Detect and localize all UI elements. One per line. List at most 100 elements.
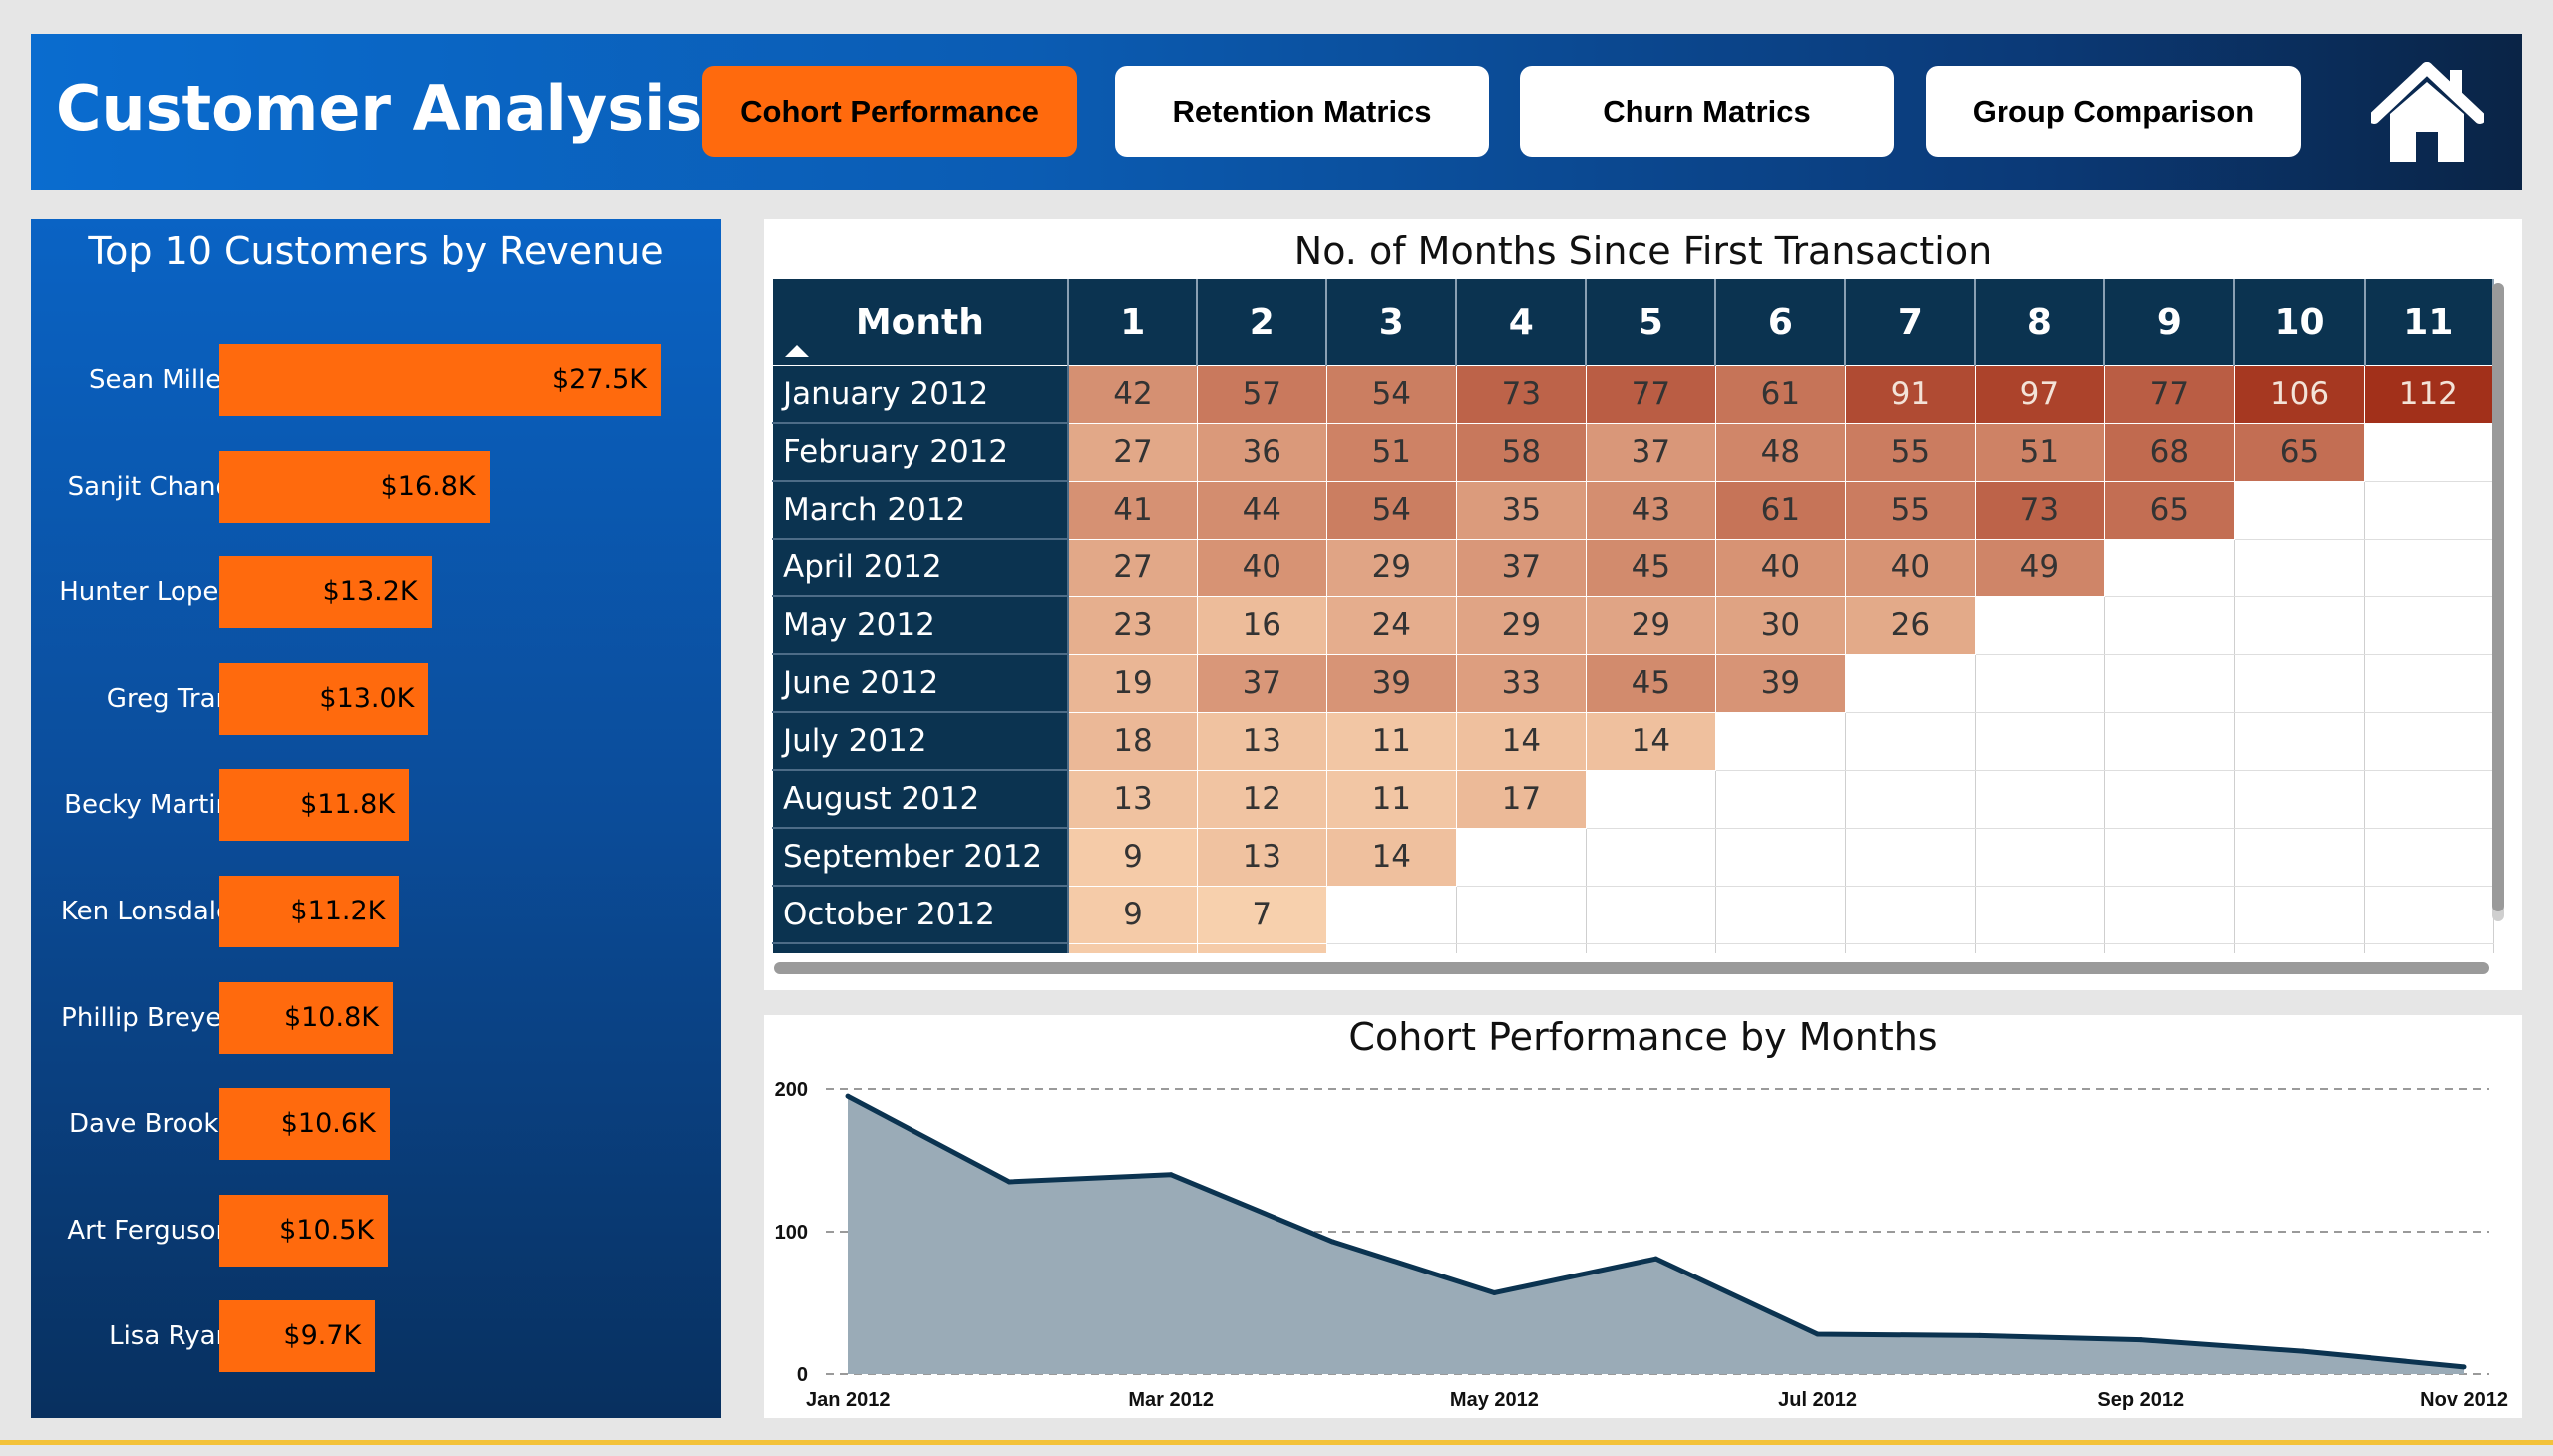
cohort-cell[interactable]: 41 xyxy=(1067,480,1198,540)
cohort-month-label[interactable]: April 2012 xyxy=(772,538,1070,597)
customer-revenue-bar[interactable]: $10.5K xyxy=(219,1194,389,1267)
matrix-vertical-scroll-thumb[interactable] xyxy=(2492,283,2504,911)
cohort-cell[interactable]: 68 xyxy=(2103,422,2235,482)
cohort-cell[interactable]: 97 xyxy=(1974,365,2105,424)
cohort-cell[interactable]: 39 xyxy=(1714,653,1846,713)
nav-group-comparison-button[interactable]: Group Comparison xyxy=(1926,66,2301,157)
data-point[interactable] xyxy=(845,1093,851,1099)
cohort-month-label[interactable]: July 2012 xyxy=(772,711,1070,771)
cohort-cell[interactable]: 29 xyxy=(1325,538,1457,597)
matrix-horizontal-scrollbar[interactable] xyxy=(774,962,2489,974)
cohort-cell[interactable]: 45 xyxy=(1585,538,1716,597)
data-point[interactable] xyxy=(1815,1331,1821,1337)
month-offset-header[interactable]: 5 xyxy=(1586,279,1717,366)
data-point[interactable] xyxy=(2300,1348,2306,1354)
customer-bar-row[interactable]: Ken Lonsdale $11.2K xyxy=(31,876,721,947)
cohort-cell[interactable]: 24 xyxy=(1325,595,1457,655)
cohort-cell[interactable]: 91 xyxy=(1844,365,1976,424)
cohort-cell[interactable]: 40 xyxy=(1844,538,1976,597)
customer-revenue-bar[interactable]: $11.8K xyxy=(219,769,410,842)
month-offset-header[interactable]: 8 xyxy=(1975,279,2106,366)
customer-bar-row[interactable]: Greg Tran $13.0K xyxy=(31,662,721,735)
cohort-month-label[interactable]: October 2012 xyxy=(772,885,1070,944)
cohort-cell[interactable]: 19 xyxy=(1067,653,1198,713)
data-point[interactable] xyxy=(1006,1179,1012,1185)
customer-revenue-bar[interactable]: $16.8K xyxy=(219,450,490,523)
cohort-cell[interactable]: 61 xyxy=(1714,365,1846,424)
cohort-cell[interactable]: 39 xyxy=(1325,653,1457,713)
cohort-cell[interactable]: 9 xyxy=(1067,885,1198,944)
cohort-cell[interactable]: 106 xyxy=(2233,365,2366,424)
cohort-cell[interactable]: 73 xyxy=(1974,480,2105,540)
cohort-cell[interactable]: 77 xyxy=(1585,365,1716,424)
data-point[interactable] xyxy=(1977,1332,1983,1338)
cohort-cell[interactable]: 27 xyxy=(1067,538,1198,597)
cohort-cell[interactable]: 65 xyxy=(2233,422,2366,482)
cohort-cell[interactable]: 11 xyxy=(1325,769,1457,829)
cohort-cell[interactable]: 37 xyxy=(1455,538,1587,597)
cohort-month-label[interactable]: February 2012 xyxy=(772,422,1070,482)
month-offset-header[interactable]: 10 xyxy=(2234,279,2366,366)
cohort-cell[interactable]: 54 xyxy=(1325,480,1457,540)
cohort-cell[interactable]: 13 xyxy=(1067,769,1198,829)
cohort-cell[interactable]: 26 xyxy=(1844,595,1976,655)
cohort-cell[interactable]: 61 xyxy=(1714,480,1846,540)
customer-revenue-bar[interactable]: $10.8K xyxy=(219,981,393,1054)
month-offset-header[interactable]: 3 xyxy=(1326,279,1458,366)
cohort-cell[interactable]: 48 xyxy=(1714,422,1846,482)
cohort-cell[interactable]: 43 xyxy=(1585,480,1716,540)
cohort-cell[interactable]: 13 xyxy=(1196,827,1327,887)
cohort-cell[interactable]: 12 xyxy=(1196,769,1327,829)
month-offset-header[interactable]: 1 xyxy=(1068,279,1199,366)
customer-revenue-bar[interactable]: $11.2K xyxy=(219,876,400,947)
cohort-cell[interactable]: 13 xyxy=(1196,711,1327,771)
cohort-cell[interactable]: 11 xyxy=(1325,711,1457,771)
cohort-cell[interactable]: 55 xyxy=(1844,480,1976,540)
cohort-month-label[interactable]: August 2012 xyxy=(772,769,1070,829)
cohort-cell[interactable]: 17 xyxy=(1455,769,1587,829)
cohort-cell[interactable]: 57 xyxy=(1196,365,1327,424)
cohort-cell[interactable]: 49 xyxy=(1974,538,2105,597)
cohort-cell[interactable]: 65 xyxy=(2103,480,2235,540)
cohort-cell[interactable]: 51 xyxy=(1325,422,1457,482)
cohort-month-label[interactable]: May 2012 xyxy=(772,595,1070,655)
cohort-month-label[interactable]: January 2012 xyxy=(772,365,1070,424)
data-point[interactable] xyxy=(2138,1337,2144,1343)
month-offset-header[interactable]: 4 xyxy=(1456,279,1588,366)
cohort-cell[interactable]: 37 xyxy=(1196,653,1327,713)
nav-cohort-performance-button[interactable]: Cohort Performance xyxy=(702,66,1077,157)
cohort-cell[interactable]: 35 xyxy=(1455,480,1587,540)
customer-revenue-bar[interactable]: $9.7K xyxy=(219,1300,376,1373)
customer-bar-row[interactable]: Lisa Ryan $9.7K xyxy=(31,1300,721,1373)
cohort-cell[interactable]: 16 xyxy=(1196,595,1327,655)
cohort-cell[interactable]: 73 xyxy=(1455,365,1587,424)
month-offset-header[interactable]: 11 xyxy=(2364,279,2494,366)
cohort-cell[interactable]: 36 xyxy=(1196,422,1327,482)
cohort-cell[interactable]: 14 xyxy=(1455,711,1587,771)
data-point[interactable] xyxy=(1491,1289,1497,1295)
matrix-vertical-scrollbar[interactable] xyxy=(2492,283,2504,921)
customer-bar-row[interactable]: Sanjit Chand $16.8K xyxy=(31,450,721,523)
cohort-month-label[interactable]: September 2012 xyxy=(772,827,1070,887)
data-point[interactable] xyxy=(1168,1172,1174,1178)
cohort-cell[interactable]: 40 xyxy=(1196,538,1327,597)
cohort-cell[interactable]: 23 xyxy=(1067,595,1198,655)
cohort-cell[interactable]: 42 xyxy=(1067,365,1198,424)
cohort-month-label[interactable]: June 2012 xyxy=(772,653,1070,713)
cohort-month-label[interactable]: March 2012 xyxy=(772,480,1070,540)
month-column-header[interactable]: Month xyxy=(772,279,1070,366)
cohort-cell[interactable]: 58 xyxy=(1455,422,1587,482)
cohort-cell[interactable]: 29 xyxy=(1455,595,1587,655)
customer-revenue-bar[interactable]: $13.2K xyxy=(219,556,432,629)
data-point[interactable] xyxy=(1653,1256,1658,1262)
data-point[interactable] xyxy=(2461,1364,2467,1370)
month-offset-header[interactable]: 7 xyxy=(1845,279,1977,366)
cohort-cell[interactable]: 51 xyxy=(1974,422,2105,482)
customer-bar-row[interactable]: Hunter Lopez $13.2K xyxy=(31,556,721,629)
cohort-cell[interactable]: 7 xyxy=(1196,885,1327,944)
data-point[interactable] xyxy=(1329,1239,1335,1245)
cohort-cell[interactable]: 14 xyxy=(1585,711,1716,771)
month-offset-header[interactable]: 2 xyxy=(1197,279,1328,366)
cohort-cell[interactable]: 27 xyxy=(1067,422,1198,482)
customer-bar-row[interactable]: Art Ferguson $10.5K xyxy=(31,1194,721,1267)
